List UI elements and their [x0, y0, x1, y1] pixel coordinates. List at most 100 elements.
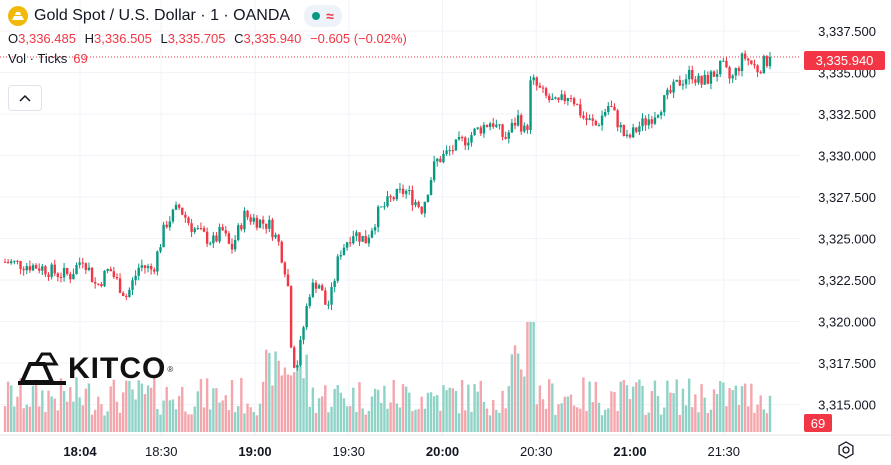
candle-body: [376, 206, 380, 228]
volume-bar: [579, 408, 582, 432]
candle-body: [342, 247, 346, 256]
candle-body: [240, 225, 243, 230]
candle-body: [622, 124, 626, 136]
volume-bar: [47, 390, 50, 432]
volume-bar: [585, 410, 588, 432]
volume-bar: [520, 369, 523, 432]
volume-legend[interactable]: Vol · Ticks 69: [8, 51, 412, 66]
volume-bar: [252, 411, 255, 432]
candle-body: [697, 75, 700, 83]
x-tick-label: 18:04: [63, 444, 97, 459]
volume-bar: [616, 411, 619, 432]
volume-bar: [72, 401, 75, 432]
settings-gear-button[interactable]: [836, 440, 856, 460]
candle-body: [330, 287, 333, 305]
candle-body: [84, 263, 88, 270]
volume-bar: [712, 389, 716, 432]
candle-body: [672, 81, 675, 93]
candle-body: [728, 67, 731, 79]
volume-bar: [311, 387, 315, 432]
volume-bar: [143, 394, 147, 432]
candle-body: [187, 217, 190, 224]
volume-bar: [361, 408, 364, 432]
candle-body: [709, 71, 713, 84]
candle-body: [731, 75, 734, 79]
volume-bar: [442, 385, 445, 432]
volume-bar: [731, 390, 734, 432]
volume-bar: [268, 352, 271, 432]
candle-body: [619, 124, 622, 128]
candle-body: [134, 275, 137, 281]
candle-body: [560, 94, 563, 100]
volume-bar: [451, 388, 455, 432]
volume-bar: [16, 396, 19, 432]
volume-bar: [492, 399, 495, 432]
volume-bar: [666, 380, 669, 432]
volume-bar: [656, 395, 660, 432]
candle-body: [563, 94, 566, 102]
volume-bar: [759, 395, 762, 432]
candle-body: [324, 290, 327, 305]
volume-bar: [109, 386, 112, 432]
candle-body: [103, 270, 106, 287]
candle-body: [370, 230, 374, 238]
volume-bar: [675, 379, 678, 432]
volume-bar: [479, 380, 482, 432]
y-tick-label: 3,320.000: [818, 315, 876, 330]
volume-bar: [230, 379, 234, 432]
candle-body: [181, 207, 184, 215]
volume-bar: [50, 396, 53, 432]
candle-body: [691, 69, 694, 80]
volume-bar: [485, 408, 489, 432]
candle-body: [230, 243, 234, 250]
candle-body: [283, 262, 287, 275]
volume-bar: [280, 375, 283, 432]
candle-body: [53, 264, 56, 274]
volume-bar: [625, 385, 629, 432]
volume-bar: [747, 406, 750, 432]
volume-bar: [706, 413, 710, 432]
candle-body: [684, 79, 688, 85]
volume-bar: [638, 379, 641, 432]
candle-body: [569, 98, 573, 100]
volume-bar: [149, 387, 153, 432]
volume-bar: [669, 392, 672, 432]
symbol-title[interactable]: Gold Spot / U.S. Dollar · 1 · OANDA: [34, 7, 291, 24]
x-tick-label: 19:30: [332, 444, 365, 459]
candles: [3, 50, 772, 371]
volume-bar: [212, 388, 215, 432]
candle-body: [600, 115, 604, 126]
candle-body: [233, 240, 237, 250]
volume-bar: [38, 406, 41, 432]
candle-body: [174, 204, 178, 210]
candle-body: [647, 119, 650, 126]
collapse-legend-button[interactable]: [8, 85, 42, 111]
volume-bar: [261, 381, 265, 432]
volume-bar: [165, 387, 168, 432]
volume-bar: [28, 406, 32, 432]
candle-body: [479, 127, 482, 134]
candle-body: [520, 115, 523, 132]
candle-body: [286, 274, 290, 287]
volume-bar: [339, 392, 343, 432]
candle-body: [501, 124, 504, 137]
candle-body: [747, 58, 750, 61]
volume-bar: [603, 409, 607, 432]
status-pill[interactable]: ≈: [304, 5, 342, 27]
candle-body: [678, 79, 682, 86]
y-tick-label: 3,322.500: [818, 273, 876, 288]
candle-body: [128, 289, 131, 297]
volume-bar: [445, 390, 448, 432]
candle-body: [90, 267, 94, 283]
volume-bar: [13, 406, 16, 432]
volume-bar: [299, 359, 302, 432]
candle-body: [659, 112, 663, 116]
volume-bar: [202, 407, 206, 432]
candle-body: [734, 68, 737, 76]
candle-body: [445, 150, 448, 154]
volume-bar: [613, 392, 616, 432]
volume-bar: [551, 383, 554, 432]
volume-bar: [464, 410, 467, 432]
